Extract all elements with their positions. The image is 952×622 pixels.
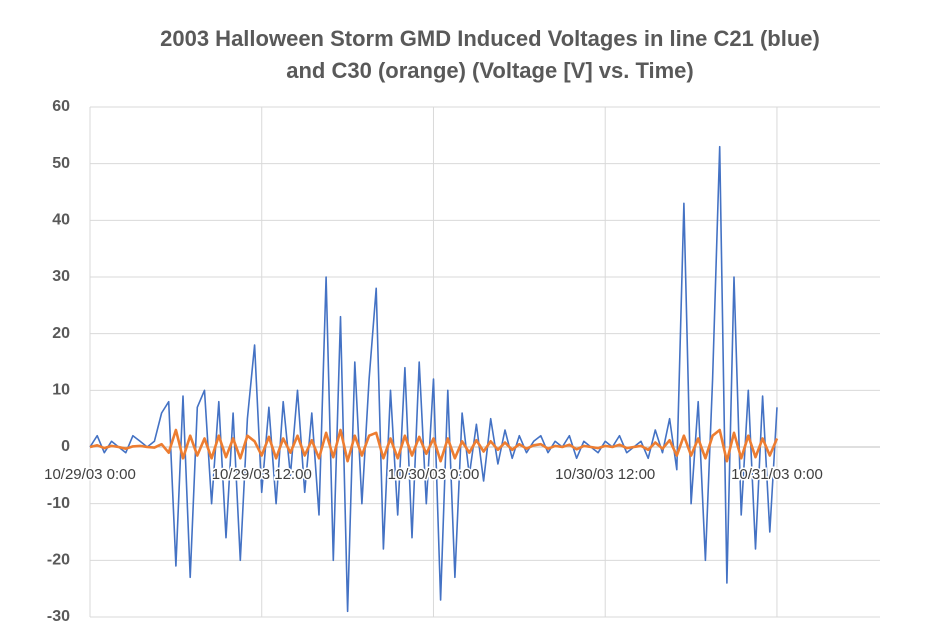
series-line [89,145,778,613]
y-tick-label: 30 [52,268,70,285]
y-tick-label: 60 [52,98,70,115]
x-tick-label: 10/31/03 0:00 [731,466,823,483]
chart-title: 2003 Halloween Storm GMD Induced Voltage… [160,26,820,51]
x-tick-label: 10/30/03 0:00 [388,466,480,483]
y-tick-label: 20 [52,325,70,342]
x-tick-label: 10/30/03 12:00 [555,466,655,483]
x-tick-label: 10/29/03 0:00 [44,466,136,483]
y-tick-label: 50 [52,155,70,172]
series-line [89,428,779,463]
y-tick-label: -30 [47,608,70,622]
chart-title: and C30 (orange) (Voltage [V] vs. Time) [286,58,693,83]
y-tick-label: -20 [47,552,70,569]
y-tick-label: 40 [52,212,70,229]
y-tick-label: 0 [61,438,70,455]
y-tick-label: 10 [52,382,70,399]
y-tick-label: -10 [47,495,70,512]
x-tick-label: 10/29/03 12:00 [212,466,312,483]
